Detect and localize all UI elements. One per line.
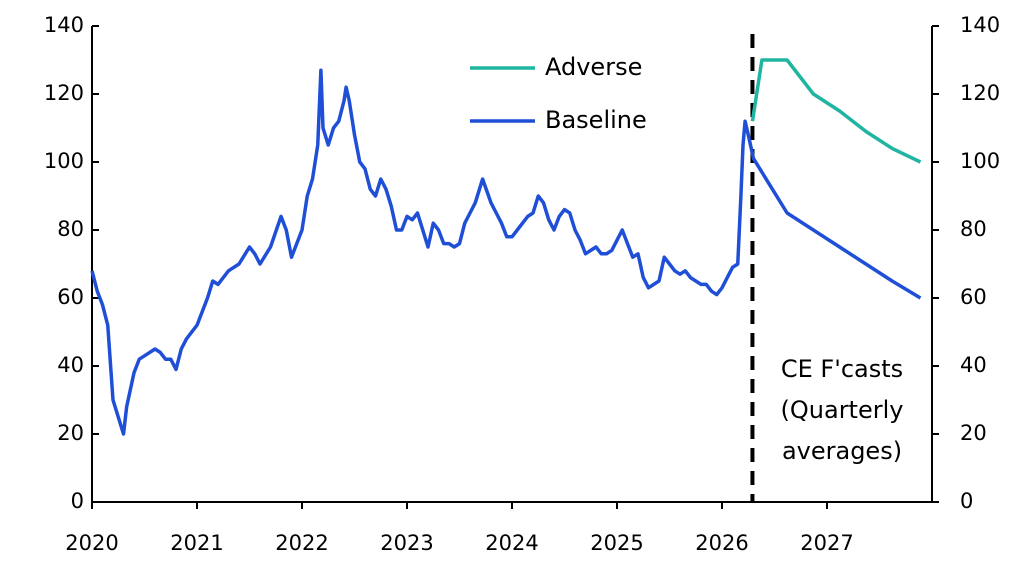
x-tick-label: 2027 [800, 531, 853, 555]
y2-tick-label: 140 [960, 13, 1000, 37]
y-tick-label: 140 [44, 13, 84, 37]
legend-label: Baseline [545, 106, 647, 134]
y-tick-label: 80 [57, 217, 84, 241]
y-tick-label: 100 [44, 149, 84, 173]
y2-tick-label: 40 [960, 353, 987, 377]
annotation: (Quarterly [781, 396, 904, 424]
series-line [750, 58, 922, 164]
x-tick-label: 2026 [695, 531, 748, 555]
y-tick-label: 40 [57, 353, 84, 377]
y2-tick-label: 120 [960, 81, 1000, 105]
y2-tick-label: 0 [960, 489, 973, 513]
y2-tick-label: 60 [960, 285, 987, 309]
x-tick-label: 2024 [485, 531, 538, 555]
x-tick-label: 2025 [590, 531, 643, 555]
y2-tick-label: 80 [960, 217, 987, 241]
legend-label: Adverse [545, 53, 642, 81]
y-tick-label: 120 [44, 81, 84, 105]
x-tick-label: 2020 [65, 531, 118, 555]
series-line [90, 68, 922, 436]
annotation: CE F'casts [781, 355, 903, 383]
x-tick-label: 2021 [170, 531, 223, 555]
annotation: averages) [782, 437, 902, 465]
y2-tick-label: 20 [960, 421, 987, 445]
x-tick-label: 2022 [275, 531, 328, 555]
y-tick-label: 20 [57, 421, 84, 445]
y-tick-label: 60 [57, 285, 84, 309]
y2-tick-label: 100 [960, 149, 1000, 173]
y-tick-label: 0 [71, 489, 84, 513]
x-tick-label: 2023 [380, 531, 433, 555]
